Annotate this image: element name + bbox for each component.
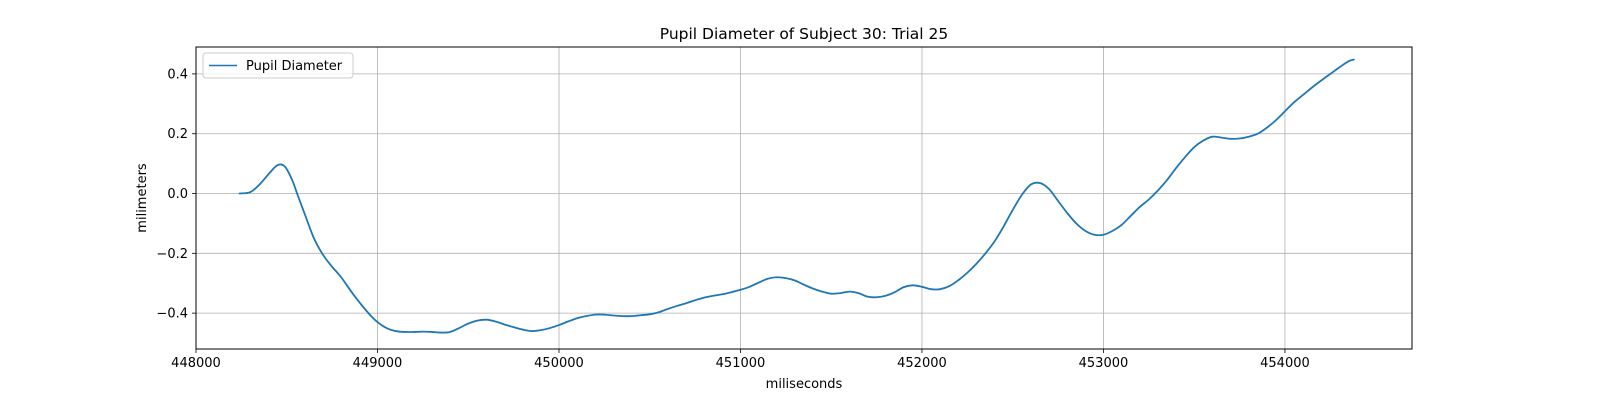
x-tick-label: 450000	[534, 356, 584, 371]
x-tick-label: 454000	[1260, 356, 1310, 371]
x-tick-label: 452000	[897, 356, 947, 371]
y-tick-label: 0.0	[167, 187, 188, 202]
y-tick-label: −0.2	[156, 247, 188, 262]
y-tick-label: 0.4	[167, 67, 188, 82]
legend-box	[202, 52, 354, 79]
y-axis-label: milimeters	[135, 163, 150, 233]
legend: Pupil Diameter	[202, 52, 354, 79]
grid-lines	[195, 47, 1412, 349]
y-axis-ticks: −0.4 −0.2 0.0 0.2 0.4	[156, 67, 196, 322]
y-tick-label: −0.4	[156, 307, 188, 322]
series-layer	[238, 58, 1355, 334]
x-tick-label: 449000	[353, 356, 403, 371]
x-tick-label: 448000	[171, 356, 221, 371]
x-tick-label: 453000	[1079, 356, 1129, 371]
y-tick-label: 0.2	[167, 127, 188, 142]
legend-label: Pupil Diameter	[246, 59, 343, 74]
chart-title: Pupil Diameter of Subject 30: Trial 25	[660, 25, 949, 43]
plot-frame	[195, 46, 1413, 350]
series-line-pupil-diameter	[238, 58, 1355, 334]
x-axis-ticks: 448000 449000 450000 451000 452000 453000 4540…	[171, 349, 1310, 371]
x-tick-label: 451000	[716, 356, 766, 371]
x-axis-label: miliseconds	[766, 377, 843, 392]
